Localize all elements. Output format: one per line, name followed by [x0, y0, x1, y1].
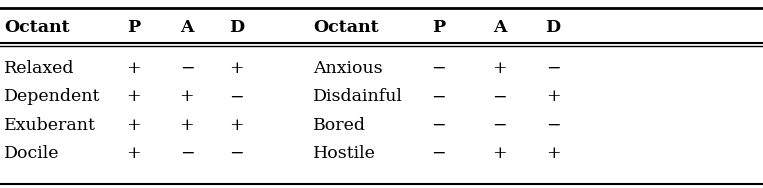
Text: Exuberant: Exuberant — [4, 117, 95, 133]
Text: P: P — [432, 19, 446, 36]
Text: −: − — [431, 88, 446, 105]
Text: Relaxed: Relaxed — [4, 60, 74, 77]
Text: +: + — [492, 60, 507, 77]
Text: P: P — [127, 19, 140, 36]
Text: Bored: Bored — [313, 117, 365, 133]
Text: D: D — [546, 19, 561, 36]
Text: −: − — [229, 88, 244, 105]
Text: Dependent: Dependent — [4, 88, 100, 105]
Text: −: − — [431, 60, 446, 77]
Text: +: + — [492, 145, 507, 162]
Text: −: − — [546, 117, 561, 133]
Text: Hostile: Hostile — [313, 145, 375, 162]
Text: +: + — [126, 117, 141, 133]
Text: Anxious: Anxious — [313, 60, 382, 77]
Text: Disdainful: Disdainful — [313, 88, 403, 105]
Text: Docile: Docile — [4, 145, 60, 162]
Text: +: + — [229, 117, 244, 133]
Text: −: − — [229, 145, 244, 162]
Text: A: A — [493, 19, 507, 36]
Text: −: − — [431, 117, 446, 133]
Text: −: − — [492, 117, 507, 133]
Text: +: + — [546, 88, 561, 105]
Text: D: D — [229, 19, 244, 36]
Text: +: + — [179, 88, 195, 105]
Text: A: A — [180, 19, 194, 36]
Text: −: − — [431, 145, 446, 162]
Text: Octant: Octant — [4, 19, 69, 36]
Text: Octant: Octant — [313, 19, 378, 36]
Text: +: + — [126, 145, 141, 162]
Text: −: − — [179, 60, 195, 77]
Text: −: − — [492, 88, 507, 105]
Text: −: − — [546, 60, 561, 77]
Text: +: + — [179, 117, 195, 133]
Text: +: + — [229, 60, 244, 77]
Text: +: + — [546, 145, 561, 162]
Text: −: − — [179, 145, 195, 162]
Text: +: + — [126, 60, 141, 77]
Text: +: + — [126, 88, 141, 105]
